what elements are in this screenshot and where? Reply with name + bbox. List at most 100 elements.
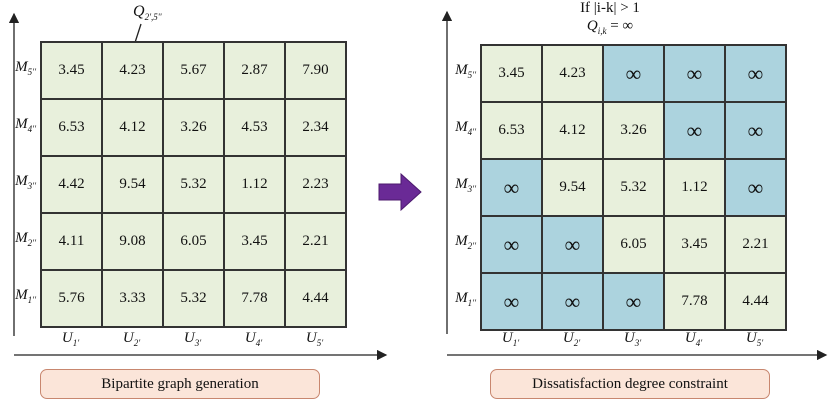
matrix-cell: 9.54 <box>102 156 163 213</box>
column-label-symbol: U <box>305 330 317 346</box>
column-label: U2' <box>112 330 152 348</box>
matrix-cell: 2.21 <box>285 213 346 270</box>
infinity-cell: ∞ <box>725 102 786 159</box>
row-label-symbol: M <box>455 289 468 306</box>
infinity-cell: ∞ <box>542 216 603 273</box>
column-label-subscript: 4' <box>255 338 263 348</box>
matrix-cell: 3.26 <box>163 99 224 156</box>
matrix-cell: 2.87 <box>224 42 285 99</box>
matrix-cell: 1.12 <box>664 159 725 216</box>
row-label: M2'' <box>442 233 476 251</box>
row-label-symbol: M <box>455 232 468 249</box>
column-label-subscript: 1' <box>72 338 80 348</box>
matrix-cell: 3.26 <box>603 102 664 159</box>
column-label-symbol: U <box>623 330 635 346</box>
matrix-cell: 5.32 <box>603 159 664 216</box>
matrix-cell: 5.67 <box>163 42 224 99</box>
matrix-cell: 3.45 <box>481 45 542 102</box>
matrix-cell: 4.42 <box>41 156 102 213</box>
matrix-cell: 3.45 <box>664 216 725 273</box>
column-label-subscript: 3' <box>194 338 202 348</box>
row-label: M2'' <box>2 230 36 248</box>
row-label-symbol: M <box>455 175 468 192</box>
column-label: U2' <box>552 330 592 348</box>
matrix-cell: 7.78 <box>664 273 725 330</box>
infinity-cell: ∞ <box>725 159 786 216</box>
column-label-subscript: 5' <box>756 338 764 348</box>
matrix-cell: 4.23 <box>542 45 603 102</box>
right-axes <box>441 10 828 361</box>
column-label: U4' <box>234 330 274 348</box>
matrix-cell: 2.34 <box>285 99 346 156</box>
cell-callout: Q2',5'' <box>133 3 162 23</box>
matrix-cell: 9.54 <box>542 159 603 216</box>
constrained-cost-matrix: 3.45 4.23 ∞ ∞ ∞ 6.53 4.12 3.26 ∞ ∞ ∞ 9.54 5.32 1.12 ∞ ∞… <box>480 44 787 331</box>
column-label-symbol: U <box>501 330 513 346</box>
infinity-cell: ∞ <box>481 159 542 216</box>
matrix-cell: 4.53 <box>224 99 285 156</box>
infinity-cell: ∞ <box>481 273 542 330</box>
row-label-subscript: 3'' <box>467 183 476 194</box>
column-label-subscript: 4' <box>695 338 703 348</box>
row-label: M5'' <box>442 62 476 80</box>
row-label-subscript: 1'' <box>467 297 476 308</box>
row-label-subscript: 4'' <box>467 126 476 137</box>
column-label: U3' <box>173 330 213 348</box>
constraint-panel: If |i-k| > 1 Qi,k = ∞ 3.45 4.23 ∞ ∞ ∞ 6.53 4.1… <box>410 0 828 402</box>
column-label-subscript: 1' <box>512 338 520 348</box>
column-label-symbol: U <box>244 330 256 346</box>
infinity-cell: ∞ <box>725 45 786 102</box>
row-label: M4'' <box>2 116 36 134</box>
row-label-symbol: M <box>15 229 28 246</box>
matrix-cell: 6.05 <box>603 216 664 273</box>
bipartite-panel: Q2',5'' 3.45 4.23 5.67 2.87 7.90 6.53 4.12 3.26… <box>0 0 410 402</box>
infinity-cell: ∞ <box>603 273 664 330</box>
matrix-cell: 3.45 <box>224 213 285 270</box>
matrix-cell: 4.11 <box>41 213 102 270</box>
matrix-cell: 7.90 <box>285 42 346 99</box>
right-arrow-icon <box>378 172 422 212</box>
row-label: M1'' <box>442 290 476 308</box>
row-label: M5'' <box>2 59 36 77</box>
matrix-cell: 6.05 <box>163 213 224 270</box>
matrix-cell: 3.45 <box>41 42 102 99</box>
matrix-cell: 2.21 <box>725 216 786 273</box>
matrix-cell: 4.12 <box>102 99 163 156</box>
constraint-result: Qi,k = ∞ <box>586 18 634 36</box>
column-label-subscript: 5' <box>316 338 324 348</box>
row-label-symbol: M <box>15 115 28 132</box>
matrix-cell: 9.08 <box>102 213 163 270</box>
row-label-subscript: 4'' <box>27 123 36 134</box>
matrix-cell: 3.33 <box>102 270 163 327</box>
matrix-cell: 6.53 <box>41 99 102 156</box>
matrix-cell: 4.44 <box>725 273 786 330</box>
infinity-cell: ∞ <box>542 273 603 330</box>
matrix-cell: 5.76 <box>41 270 102 327</box>
column-label-symbol: U <box>745 330 757 346</box>
matrix-cell: 1.12 <box>224 156 285 213</box>
matrix-cell: 7.78 <box>224 270 285 327</box>
cost-matrix: 3.45 4.23 5.67 2.87 7.90 6.53 4.12 3.26 4.53 2.34… <box>40 41 347 328</box>
row-label-subscript: 2'' <box>27 237 36 248</box>
row-label: M4'' <box>442 119 476 137</box>
column-label-symbol: U <box>183 330 195 346</box>
row-label-symbol: M <box>15 58 28 75</box>
column-label-subscript: 2' <box>133 338 141 348</box>
caption-bipartite: Bipartite graph generation <box>40 369 320 399</box>
infinity-cell: ∞ <box>664 102 725 159</box>
row-label: M1'' <box>2 287 36 305</box>
column-label-symbol: U <box>61 330 73 346</box>
matrix-cell: 4.23 <box>102 42 163 99</box>
matrix-cell: 5.32 <box>163 156 224 213</box>
column-label-subscript: 3' <box>634 338 642 348</box>
row-label-symbol: M <box>455 61 468 78</box>
column-label: U1' <box>51 330 91 348</box>
column-label-symbol: U <box>122 330 134 346</box>
constraint-condition: If |i-k| > 1 <box>580 0 640 16</box>
column-label: U4' <box>674 330 714 348</box>
infinity-cell: ∞ <box>664 45 725 102</box>
row-label-subscript: 1'' <box>27 294 36 305</box>
row-label-symbol: M <box>455 118 468 135</box>
row-label-subscript: 5'' <box>467 69 476 80</box>
column-label: U5' <box>735 330 775 348</box>
